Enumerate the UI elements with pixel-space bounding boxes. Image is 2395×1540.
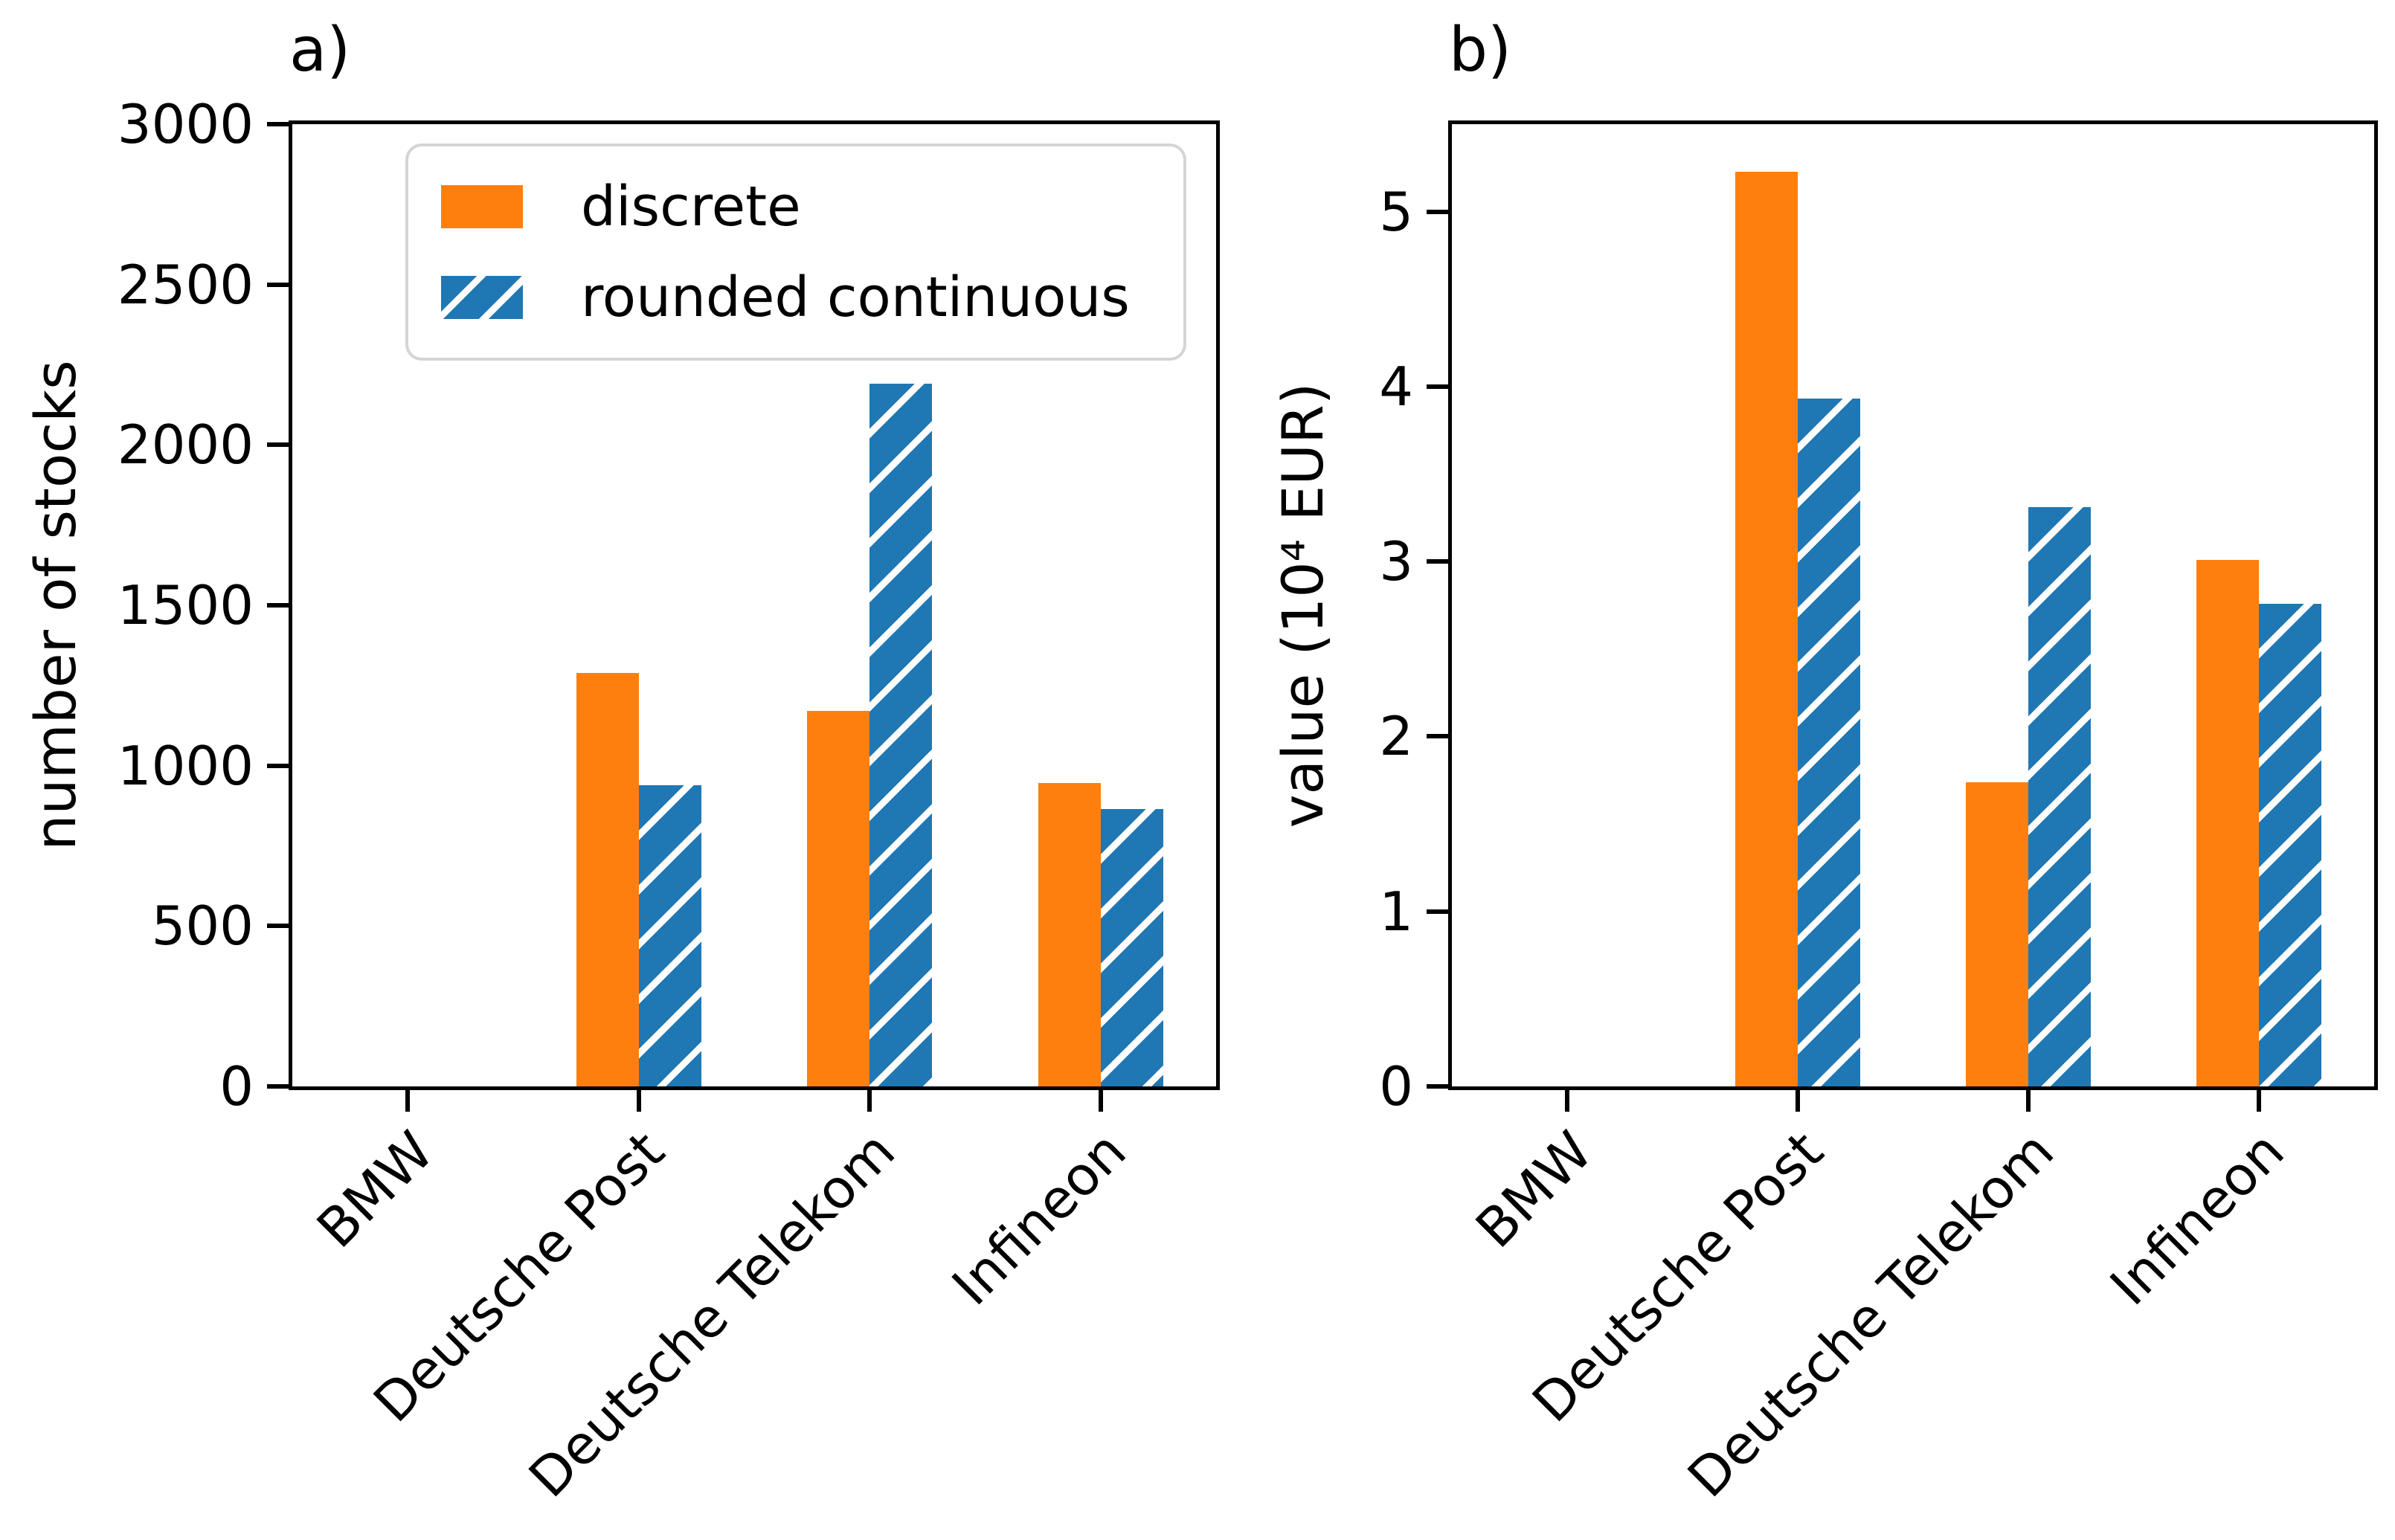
y-tick-mark: [1427, 209, 1450, 214]
y-tick-mark: [267, 603, 291, 608]
bar-discrete-deutsche-telekom: [1966, 782, 2028, 1086]
y-tick-label: 3000: [117, 93, 254, 155]
y-tick-label: 2000: [117, 413, 254, 477]
panel-b-y-axis-label: value (10⁴ EUR): [1270, 382, 1336, 828]
x-tick-mark: [2026, 1088, 2031, 1112]
bar-rounded-continuous-infineon: [2259, 603, 2321, 1086]
bar-rounded-continuous-deutsche-post: [638, 785, 701, 1086]
x-tick-label-infineon: Infineon: [939, 1119, 1138, 1318]
bar-rounded-continuous-deutsche-telekom: [2028, 507, 2091, 1086]
y-tick-mark: [1427, 734, 1450, 739]
x-tick-mark: [2257, 1088, 2261, 1112]
y-tick-label: 0: [219, 1055, 254, 1118]
y-tick-mark: [267, 924, 291, 929]
y-tick-label: 3: [1379, 530, 1413, 593]
y-tick-mark: [1427, 1084, 1450, 1089]
y-tick-mark: [1427, 909, 1450, 914]
x-tick-label-bmw: BMW: [304, 1119, 446, 1260]
y-tick-label: 0: [1379, 1055, 1413, 1118]
panel-b-plot-area: 0 1 2 3 4 5 BMW Deutsche Post Deutsche Telekom In…: [1379, 124, 2374, 1510]
legend-item: rounded continuous: [441, 270, 1130, 325]
legend-item: discrete: [441, 179, 1130, 234]
bar-rounded-continuous-deutsche-post: [1798, 399, 1860, 1086]
y-tick-mark: [1427, 559, 1450, 564]
y-tick-label: 1000: [117, 734, 254, 797]
legend: discrete rounded continuous: [405, 144, 1186, 361]
x-tick-mark: [867, 1088, 872, 1112]
bar-discrete-deutsche-post: [576, 672, 639, 1086]
y-tick-label: 1: [1379, 880, 1413, 943]
x-tick-label-bmw: BMW: [1464, 1119, 1604, 1260]
y-tick-mark: [267, 122, 291, 126]
bar-rounded-continuous-deutsche-telekom: [869, 384, 933, 1086]
x-tick-label-infineon: Infineon: [2098, 1119, 2296, 1318]
bar-rounded-continuous-infineon: [1100, 808, 1163, 1086]
x-tick-mark: [1796, 1088, 1800, 1112]
y-tick-mark: [1427, 384, 1450, 389]
x-tick-mark: [1565, 1088, 1569, 1112]
y-tick-mark: [267, 1084, 291, 1089]
y-tick-label: 500: [151, 895, 254, 958]
bar-discrete-deutsche-telekom: [807, 711, 870, 1086]
y-tick-mark: [267, 282, 291, 287]
panel-a-y-axis-label: number of stocks: [22, 360, 89, 851]
legend-label: rounded continuous: [581, 265, 1130, 329]
y-tick-label: 4: [1379, 355, 1413, 418]
y-tick-label: 2: [1379, 705, 1413, 768]
x-tick-mark: [1098, 1088, 1103, 1112]
y-tick-label: 1500: [117, 574, 254, 637]
bar-discrete-infineon: [1038, 783, 1101, 1086]
bar-discrete-deutsche-post: [1735, 171, 1798, 1086]
panel-b-axes: b) value (10⁴ EUR) 0 1 2 3 4 5 BMW Deutsche Pos…: [1270, 20, 2378, 1510]
x-tick-mark: [405, 1088, 411, 1112]
panel-a-plot-area: 0 500 1000 1500 2000 2500 3000 BMW Deutsche Post…: [118, 97, 1216, 1510]
solid-swatch-icon: [441, 185, 523, 228]
hatched-swatch-icon: [441, 276, 523, 319]
y-tick-label: 2500: [117, 253, 254, 316]
panel-b-title: b): [1449, 15, 1512, 86]
panel-a-axes: a) number of stocks 0 500 1000 1500 2000 2500…: [22, 20, 1220, 1510]
legend-label: discrete: [581, 175, 801, 239]
y-tick-mark: [267, 442, 291, 448]
bar-discrete-infineon: [2196, 559, 2259, 1086]
y-tick-label: 5: [1379, 180, 1413, 243]
y-tick-mark: [267, 763, 291, 768]
x-tick-mark: [636, 1088, 641, 1112]
panel-a-title: a): [289, 15, 351, 86]
